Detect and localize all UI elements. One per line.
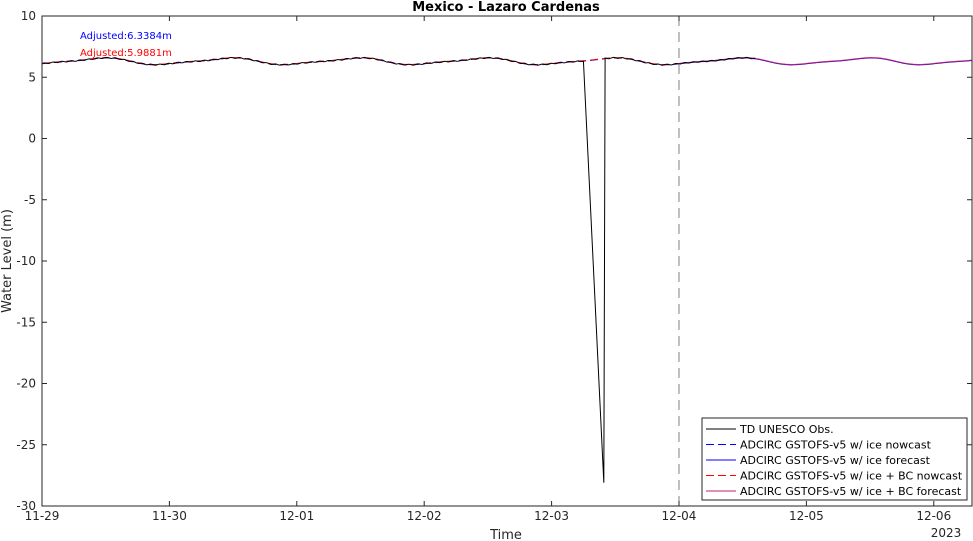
y-tick-label: -25 (16, 438, 36, 452)
y-tick-label: -20 (16, 377, 36, 391)
x-tick-label: 11-29 (25, 509, 60, 523)
y-tick-label: -15 (16, 315, 36, 329)
x-tick-label: 12-04 (662, 509, 697, 523)
legend-entry: ADCIRC GSTOFS-v5 w/ ice + BC nowcast (740, 470, 963, 483)
x-tick-label: 12-02 (407, 509, 442, 523)
x-tick-label: 12-03 (534, 509, 569, 523)
series-obs (41, 56, 756, 483)
y-tick-label: -5 (24, 193, 36, 207)
y-axis-title: Water Level (m) (0, 209, 15, 313)
x-tick-label: 12-06 (916, 509, 951, 523)
y-tick-label: 10 (21, 9, 36, 23)
legend-box (701, 417, 968, 501)
y-tick-label: -10 (16, 254, 36, 268)
x-tick-label: 12-05 (789, 509, 824, 523)
legend-entry: TD UNESCO Obs. (739, 423, 834, 436)
legend: TD UNESCO Obs. ADCIRC GSTOFS-v5 w/ ice no… (701, 417, 968, 501)
chart-title: Mexico - Lazaro Cardenas (412, 0, 600, 15)
legend-entry: ADCIRC GSTOFS-v5 w/ ice + BC forecast (740, 485, 962, 498)
y-tick-label: 0 (28, 132, 36, 146)
legend-entry: ADCIRC GSTOFS-v5 w/ ice nowcast (740, 439, 932, 452)
annotation-adjusted-red: Adjusted:5.9881m (80, 48, 172, 59)
y-tick-label: 5 (28, 70, 36, 84)
x-tick-label: 12-01 (279, 509, 314, 523)
series-ice-bc-nowcast (41, 57, 680, 65)
x-axis-title: Time (489, 528, 522, 541)
x-tick-label: 11-30 (152, 509, 187, 523)
y-tick-label: -30 (16, 499, 36, 513)
annotation-adjusted-blue: Adjusted:6.3384m (80, 31, 172, 42)
legend-entry: ADCIRC GSTOFS-v5 w/ ice forecast (740, 454, 931, 467)
x-year-label: 2023 (931, 526, 962, 540)
